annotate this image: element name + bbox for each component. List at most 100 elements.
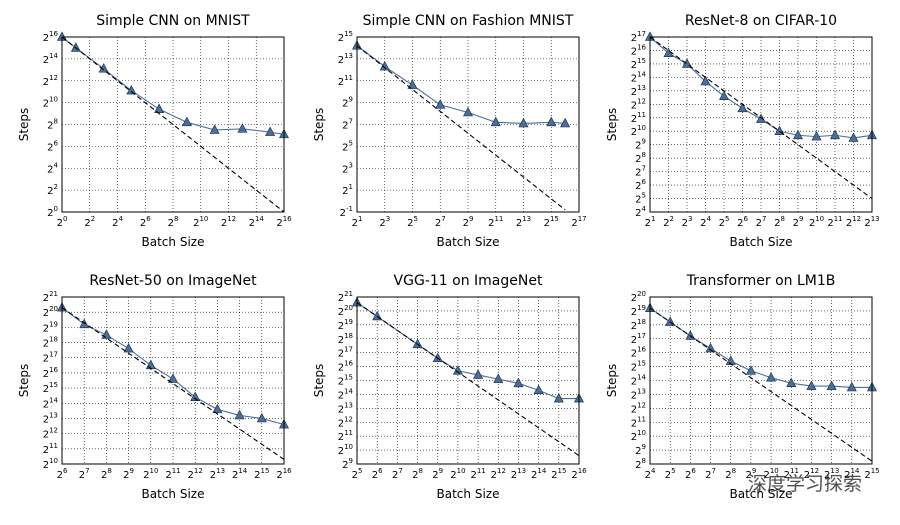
y-tick-label: 212 xyxy=(338,415,353,429)
y-tick-label: 219 xyxy=(631,304,646,318)
chart-title: Simple CNN on Fashion MNIST xyxy=(363,13,574,29)
marker xyxy=(533,384,544,395)
x-tick-label: 210 xyxy=(809,215,824,229)
x-tick-label: 21 xyxy=(645,215,656,229)
y-tick-label: 216 xyxy=(631,346,647,360)
marker xyxy=(237,123,248,133)
y-tick-label: 22 xyxy=(47,183,58,197)
y-tick-label: 214 xyxy=(631,70,647,84)
y-tick-label: 214 xyxy=(43,396,59,410)
y-axis-label: Steps xyxy=(605,108,619,142)
plot-frame xyxy=(649,296,873,465)
x-tick-label: 27 xyxy=(435,215,446,229)
y-tick-label: 212 xyxy=(631,401,646,415)
ideal-line xyxy=(62,37,284,212)
y-tick-label: 218 xyxy=(338,332,353,346)
y-tick-label: 212 xyxy=(631,97,646,111)
marker xyxy=(435,99,446,109)
y-tick-label: 213 xyxy=(43,411,58,425)
y-tick-label: 21 xyxy=(342,183,353,197)
y-tick-label: 216 xyxy=(43,366,59,380)
marker xyxy=(793,129,803,140)
x-tick-label: 27 xyxy=(392,467,403,481)
x-tick-label: 212 xyxy=(491,467,506,481)
y-tick-label: 218 xyxy=(43,336,58,350)
x-tick-label: 28 xyxy=(725,467,736,481)
x-axis-label: Batch Size xyxy=(142,235,205,249)
x-tick-label: 22 xyxy=(663,215,674,229)
y-tick-label: 216 xyxy=(631,43,647,57)
x-tick-label: 216 xyxy=(276,467,292,481)
marker xyxy=(265,126,276,136)
y-tick-label: 210 xyxy=(631,429,646,443)
y-tick-label: 29 xyxy=(635,138,646,152)
marker xyxy=(848,132,859,142)
marker xyxy=(379,60,390,71)
marker xyxy=(811,130,822,141)
y-tick-label: 220 xyxy=(631,290,646,304)
x-tick-label: 210 xyxy=(143,467,158,481)
marker xyxy=(407,79,418,89)
chart-title: Simple CNN on MNIST xyxy=(96,13,250,29)
x-tick-label: 28 xyxy=(412,467,423,481)
y-tick-label: 215 xyxy=(631,360,646,374)
x-tick-label: 24 xyxy=(645,467,656,481)
marker xyxy=(806,380,817,390)
y-tick-label: 215 xyxy=(338,374,353,388)
plot-frame xyxy=(61,296,285,465)
x-tick-label: 213 xyxy=(824,467,839,481)
marker xyxy=(493,373,504,383)
x-tick-label: 25 xyxy=(352,467,363,481)
x-tick-label: 26 xyxy=(57,467,68,481)
plot-frame xyxy=(356,36,580,213)
y-tick-label: 25 xyxy=(342,139,353,153)
marker xyxy=(101,329,112,339)
y-tick-label: 212 xyxy=(43,427,58,441)
y-tick-label: 214 xyxy=(631,374,647,388)
x-tick-label: 210 xyxy=(450,467,465,481)
y-tick-label: 219 xyxy=(338,318,353,332)
data-line xyxy=(357,302,579,400)
x-tick-label: 214 xyxy=(249,215,265,229)
x-tick-label: 214 xyxy=(844,467,860,481)
plot-frame xyxy=(356,296,580,465)
y-tick-label: 214 xyxy=(43,52,59,66)
marker xyxy=(463,106,473,117)
x-tick-label: 25 xyxy=(407,215,418,229)
ideal-line xyxy=(650,307,872,462)
y-tick-label: 221 xyxy=(338,290,353,304)
x-tick-label: 26 xyxy=(685,467,696,481)
marker xyxy=(123,342,134,353)
y-tick-label: 26 xyxy=(635,178,646,192)
x-axis-label: Batch Size xyxy=(437,235,500,249)
x-tick-label: 24 xyxy=(112,215,123,229)
x-tick-label: 27 xyxy=(705,467,716,481)
y-tick-label: 217 xyxy=(338,346,353,360)
x-tick-label: 212 xyxy=(846,215,861,229)
marker xyxy=(546,116,557,127)
marker xyxy=(766,372,777,382)
y-tick-label: 214 xyxy=(338,387,354,401)
marker xyxy=(846,381,857,392)
x-tick-label: 24 xyxy=(700,215,711,229)
x-tick-label: 23 xyxy=(682,215,693,229)
y-tick-label: 215 xyxy=(631,57,646,71)
x-tick-label: 213 xyxy=(864,215,879,229)
ideal-line xyxy=(357,302,579,457)
ideal-line xyxy=(650,37,872,199)
y-tick-label: 211 xyxy=(338,74,353,88)
x-tick-label: 26 xyxy=(737,215,748,229)
marker xyxy=(737,102,748,113)
y-tick-label: 28 xyxy=(47,118,58,132)
x-tick-label: 212 xyxy=(188,467,203,481)
chart-title: Transformer on LM1B xyxy=(686,273,836,289)
marker xyxy=(212,403,223,414)
x-tick-label: 215 xyxy=(254,467,269,481)
x-tick-label: 216 xyxy=(571,467,587,481)
x-tick-label: 210 xyxy=(193,215,208,229)
marker xyxy=(719,90,729,101)
y-tick-label: 217 xyxy=(43,351,58,365)
marker xyxy=(154,103,165,113)
y-tick-label: 26 xyxy=(47,139,58,153)
